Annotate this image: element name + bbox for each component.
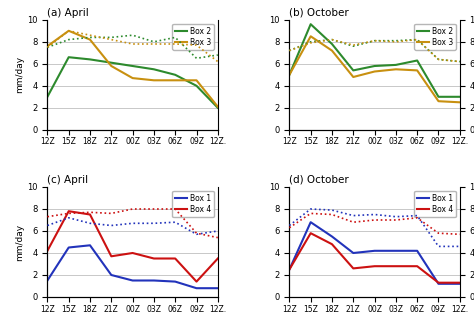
Box 3	[130, 76, 136, 80]
Legend: Box 1, Box 4: Box 1, Box 4	[172, 191, 214, 217]
Box 1	[350, 251, 356, 255]
Line: Box 4: Box 4	[289, 233, 460, 283]
Box 3	[457, 100, 463, 104]
Box 2	[87, 57, 93, 61]
Line: Box 3: Box 3	[289, 36, 460, 102]
Box 3	[66, 29, 72, 33]
Box 1	[87, 243, 93, 247]
Box 3	[109, 64, 114, 68]
Box 2	[286, 73, 292, 77]
Box 1	[45, 279, 50, 282]
Box 3	[45, 44, 50, 48]
Box 2	[329, 42, 335, 46]
Box 4	[414, 264, 420, 268]
Box 1	[308, 220, 313, 224]
Box 3	[414, 68, 420, 72]
Box 4	[457, 281, 463, 285]
Box 1	[436, 282, 441, 286]
Box 3	[151, 78, 157, 82]
Box 2	[414, 58, 420, 62]
Box 4	[66, 209, 72, 213]
Box 3	[350, 75, 356, 79]
Line: Box 1: Box 1	[47, 245, 218, 288]
Line: Box 4: Box 4	[47, 211, 218, 281]
Box 4	[286, 268, 292, 272]
Box 3	[436, 99, 441, 103]
Box 2	[151, 67, 157, 71]
Box 3	[393, 67, 399, 71]
Line: Box 2: Box 2	[47, 57, 218, 108]
Box 1	[215, 286, 221, 290]
Box 3	[194, 78, 200, 82]
Text: (d) October: (d) October	[289, 175, 349, 185]
Box 3	[173, 78, 178, 82]
Box 4	[329, 242, 335, 246]
Legend: Box 2, Box 3: Box 2, Box 3	[414, 24, 456, 50]
Line: Box 1: Box 1	[289, 222, 460, 284]
Box 1	[329, 235, 335, 239]
Legend: Box 1, Box 4: Box 1, Box 4	[414, 191, 456, 217]
Box 2	[308, 22, 313, 26]
Box 4	[436, 281, 441, 285]
Y-axis label: mm/day: mm/day	[15, 56, 24, 93]
Box 3	[308, 34, 313, 38]
Box 1	[130, 279, 136, 282]
Box 2	[215, 106, 221, 110]
Box 2	[173, 73, 178, 77]
Box 2	[436, 95, 441, 99]
Box 1	[109, 273, 114, 277]
Box 3	[215, 105, 221, 109]
Box 4	[308, 231, 313, 235]
Box 2	[372, 64, 377, 68]
Box 1	[457, 282, 463, 286]
Box 3	[87, 38, 93, 42]
Box 2	[130, 64, 136, 68]
Box 4	[215, 256, 221, 260]
Y-axis label: mm/day: mm/day	[15, 223, 24, 261]
Line: Box 3: Box 3	[47, 31, 218, 107]
Box 2	[66, 55, 72, 59]
Box 1	[194, 286, 200, 290]
Box 4	[45, 249, 50, 253]
Box 4	[173, 256, 178, 260]
Line: Box 2: Box 2	[289, 24, 460, 97]
Box 3	[372, 70, 377, 74]
Box 4	[194, 280, 200, 283]
Box 1	[66, 246, 72, 249]
Box 1	[372, 249, 377, 253]
Box 4	[372, 264, 377, 268]
Text: (c) April: (c) April	[47, 175, 89, 185]
Box 4	[87, 213, 93, 216]
Box 2	[45, 95, 50, 99]
Box 4	[130, 251, 136, 255]
Box 1	[173, 280, 178, 283]
Box 1	[151, 279, 157, 282]
Box 3	[329, 49, 335, 52]
Box 4	[109, 254, 114, 258]
Box 4	[350, 266, 356, 270]
Box 2	[109, 61, 114, 65]
Box 2	[457, 95, 463, 99]
Box 1	[286, 268, 292, 272]
Box 3	[286, 73, 292, 77]
Box 1	[414, 249, 420, 253]
Box 2	[350, 68, 356, 72]
Box 2	[194, 84, 200, 88]
Box 4	[393, 264, 399, 268]
Box 4	[151, 256, 157, 260]
Box 1	[393, 249, 399, 253]
Text: (b) October: (b) October	[289, 8, 349, 17]
Text: (a) April: (a) April	[47, 8, 89, 17]
Box 2	[393, 63, 399, 67]
Legend: Box 2, Box 3: Box 2, Box 3	[172, 24, 214, 50]
